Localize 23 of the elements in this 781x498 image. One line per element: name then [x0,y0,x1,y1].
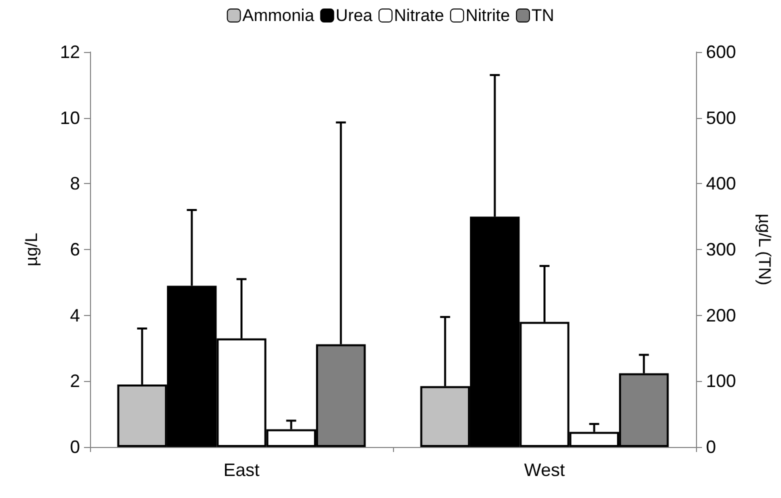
y-tick-label: 0 [70,437,80,457]
y-tick-label: 2 [70,371,80,392]
y2-tick-label: 500 [706,108,736,128]
x-tick-label: East [223,460,260,480]
y2-axis-title: µg/L (TN) [755,214,774,286]
legend-label: Nitrite [466,6,510,25]
y2-tick-label: 100 [706,371,736,392]
y2-tick-label: 300 [706,240,736,260]
y-tick-label: 6 [70,240,80,260]
y-axis-title: µg/L [22,232,41,266]
x-tick-label: West [524,460,565,480]
legend-label: TN [531,6,554,25]
y2-tick-label: 600 [706,42,736,62]
y2-tick-label: 200 [706,305,736,326]
legend-label: Urea [336,6,374,25]
y-tick-label: 4 [70,305,80,326]
y2-tick-label: 0 [706,437,716,457]
y-tick-label: 12 [60,42,80,62]
y-tick-label: 8 [70,174,80,194]
legend-label: Ammonia [242,6,315,25]
y2-tick-label: 400 [706,174,736,194]
y-tick-label: 10 [60,108,80,128]
legend-label: Nitrate [394,6,444,25]
